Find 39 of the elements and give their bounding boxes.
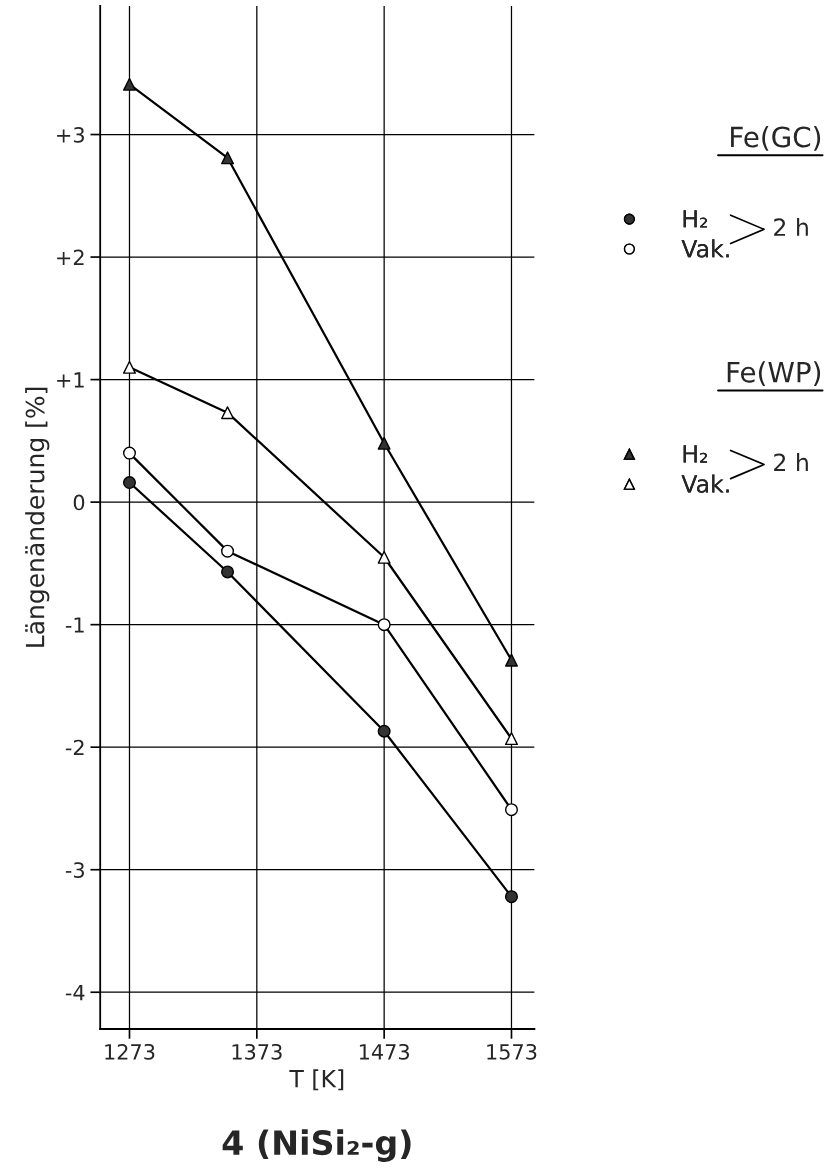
legend-label: Vak. [681,474,729,493]
point [504,803,518,817]
y-axis-title: Längenänderung [%] [25,387,50,647]
point [504,890,518,904]
y-tick-label: -4 [65,984,85,1001]
text: 2 h [774,217,808,236]
point [504,732,518,746]
legend-label: Vak. [681,239,729,258]
text: 4 (NiSi₂-g) [222,1129,411,1162]
point [377,618,391,632]
point [377,550,391,564]
point [122,360,136,374]
point [377,436,391,450]
point [221,406,235,420]
point [122,77,136,91]
text: Fe(GC) [731,126,821,151]
y-tick-label: +2 [57,249,84,265]
y-tick-label: -2 [65,739,84,756]
point [221,565,235,579]
point [122,446,136,460]
point [377,724,391,738]
x-tick-label: 1473 [359,1043,409,1060]
y-tick-label: -1 [65,617,84,633]
y-tick-label: +3 [57,126,84,143]
y-tick-label: -3 [65,862,84,878]
point [221,544,235,558]
text: Fe(WP) [727,361,821,386]
x-tick-label: 1373 [232,1043,282,1060]
legend-label: H₂ [683,445,708,463]
legend-label: H₂ [683,210,708,228]
x-tick-label: 1573 [487,1043,537,1060]
y-tick-label: +1 [57,372,84,388]
x-tick-label: 1273 [105,1043,155,1060]
x-axis-title: T [K] [289,1069,344,1091]
text: 2 h [774,453,808,472]
point [122,476,136,490]
point [504,653,518,667]
y-tick-label: 0 [73,494,85,511]
point [221,151,235,165]
